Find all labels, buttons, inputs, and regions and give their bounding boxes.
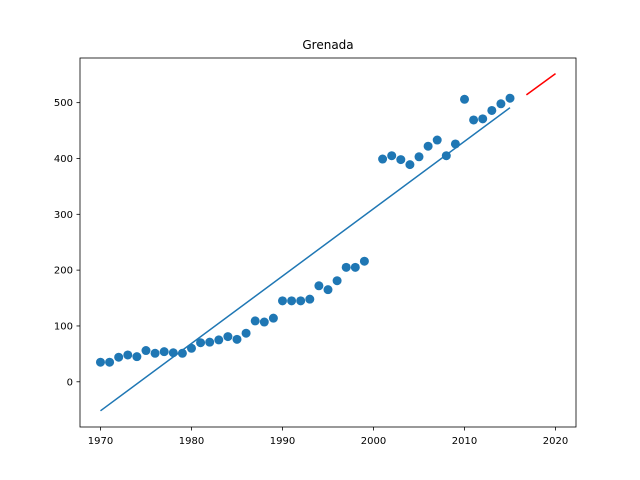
x-tick-label: 2010	[452, 436, 477, 447]
data-point	[359, 256, 369, 266]
data-point	[405, 160, 415, 170]
data-point	[496, 99, 506, 109]
data-point	[250, 316, 260, 326]
plot-frame	[79, 57, 577, 428]
y-tick-label: 200	[54, 266, 73, 277]
data-point	[232, 334, 242, 344]
data-point	[423, 141, 433, 151]
y-tick-label: 0	[67, 377, 73, 388]
data-point	[332, 276, 342, 286]
data-point	[223, 332, 233, 342]
x-tick-label: 1990	[270, 436, 295, 447]
data-point	[460, 94, 470, 104]
data-point	[114, 352, 124, 362]
data-point	[141, 346, 151, 356]
data-point	[305, 294, 315, 304]
x-tick-label: 2020	[543, 436, 568, 447]
y-tick-label: 100	[54, 321, 73, 332]
y-tick-label: 300	[54, 210, 73, 221]
chart-title: Grenada	[302, 38, 353, 52]
data-point	[341, 262, 351, 272]
forecast-line	[525, 73, 556, 96]
data-point	[323, 285, 333, 295]
data-point	[350, 262, 360, 272]
data-point	[387, 151, 397, 161]
data-point	[505, 93, 515, 103]
data-point	[396, 155, 406, 165]
trend-line	[100, 107, 511, 412]
data-point	[277, 296, 287, 306]
y-tick-label: 500	[54, 98, 73, 109]
x-tick-label: 1980	[179, 436, 204, 447]
data-point	[432, 135, 442, 145]
x-tick-label: 2000	[361, 436, 386, 447]
data-point	[296, 296, 306, 306]
data-point	[469, 115, 479, 125]
x-tick-label: 1970	[88, 436, 113, 447]
data-point	[132, 352, 142, 362]
data-point	[314, 281, 324, 291]
axes: 1970 1980 1990 2000 2010 2020 0 100 200 300 400 500	[54, 57, 577, 447]
data-point	[214, 335, 224, 345]
data-point	[196, 338, 206, 348]
data-point	[268, 313, 278, 323]
data-point	[105, 357, 115, 367]
data-point	[168, 348, 178, 358]
data-point	[378, 154, 388, 164]
data-point	[287, 296, 297, 306]
data-point	[241, 328, 251, 338]
data-point	[205, 337, 215, 347]
data-point	[450, 139, 460, 149]
data-point	[159, 347, 169, 357]
data-point	[259, 317, 269, 327]
y-tick-label: 400	[54, 154, 73, 165]
data-point	[123, 350, 133, 360]
plot-marks	[95, 73, 556, 412]
data-point	[478, 114, 488, 124]
data-point	[487, 105, 497, 115]
data-point	[150, 348, 160, 358]
data-point	[414, 152, 424, 162]
data-point	[95, 357, 105, 367]
